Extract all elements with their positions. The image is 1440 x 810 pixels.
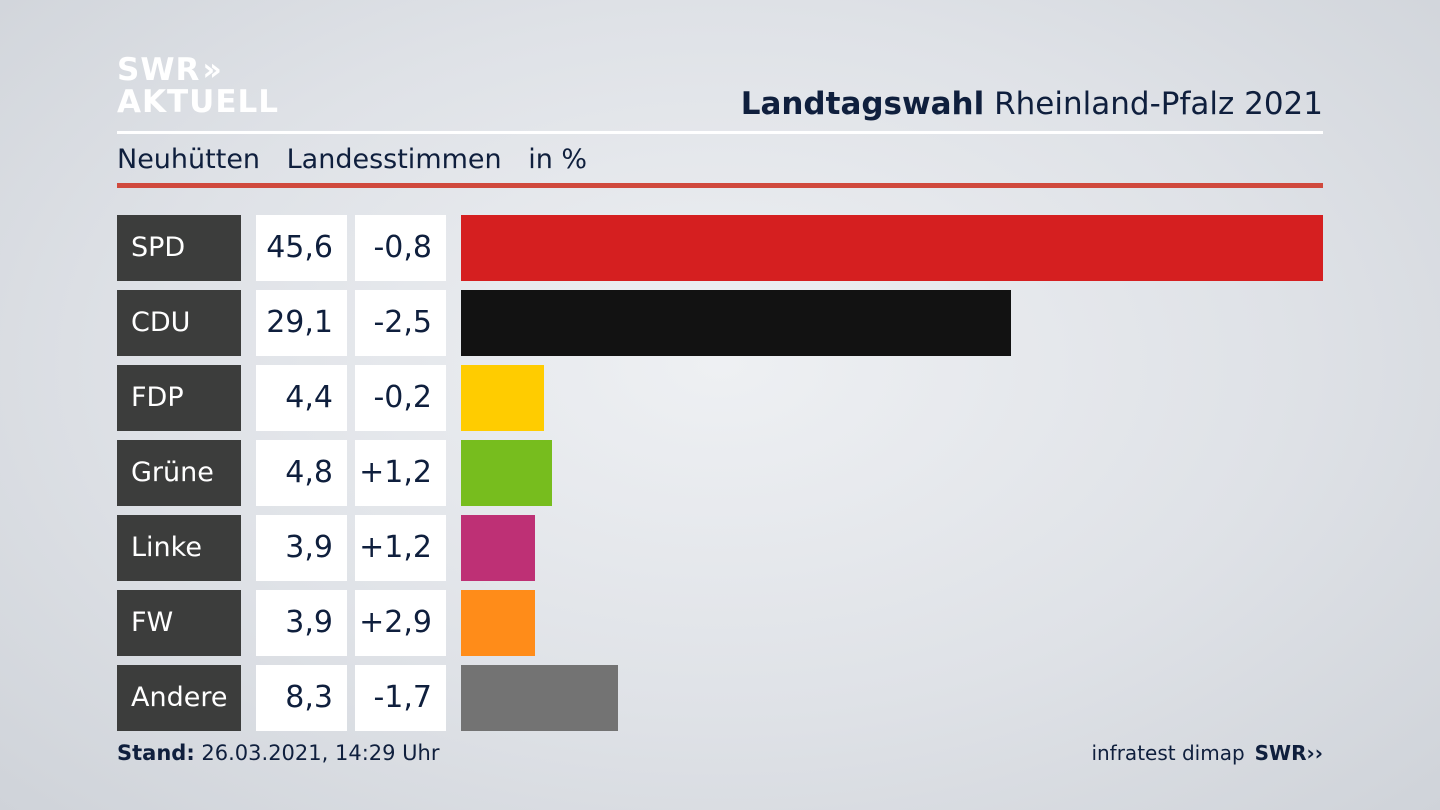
bar (461, 365, 544, 431)
party-label: FDP (117, 365, 241, 431)
bar (461, 215, 1323, 281)
value-label: 45,6 (256, 215, 347, 281)
timestamp: Stand: 26.03.2021, 14:29 Uhr (117, 741, 440, 765)
party-label: SPD (117, 215, 241, 281)
bar (461, 665, 618, 731)
party-label: Grüne (117, 440, 241, 506)
value-label: 4,8 (256, 440, 347, 506)
subtitle-unit: in % (528, 144, 588, 175)
bar (461, 515, 535, 581)
subtitle-type: Landesstimmen (286, 144, 502, 175)
chart-title: Landtagswahl Rheinland-Pfalz 2021 (741, 86, 1323, 122)
party-label: Andere (117, 665, 241, 731)
logo-line1: SWR (117, 52, 201, 88)
value-label: 4,4 (256, 365, 347, 431)
logo-arrows: ›› (202, 52, 221, 88)
change-label: +2,9 (355, 590, 446, 656)
party-label: CDU (117, 290, 241, 356)
title-rest: Rheinland-Pfalz 2021 (984, 86, 1323, 122)
subtitle-place: Neuhütten (117, 144, 261, 175)
header-divider (117, 131, 1323, 134)
swr-brand: SWR (1254, 741, 1307, 765)
value-label: 8,3 (256, 665, 347, 731)
change-label: +1,2 (355, 440, 446, 506)
value-label: 3,9 (256, 515, 347, 581)
subtitle-divider (117, 183, 1323, 188)
stand-label: Stand: (117, 741, 195, 765)
value-label: 29,1 (256, 290, 347, 356)
source-credit: infratest dimap SWR›› (1091, 741, 1323, 765)
change-label: -0,8 (355, 215, 446, 281)
party-label: FW (117, 590, 241, 656)
chart-subtitle: Neuhütten Landesstimmen in % (117, 144, 605, 175)
bar (461, 440, 552, 506)
change-label: -1,7 (355, 665, 446, 731)
change-label: -0,2 (355, 365, 446, 431)
value-label: 3,9 (256, 590, 347, 656)
party-label: Linke (117, 515, 241, 581)
bar (461, 590, 535, 656)
swr-aktuell-logo: SWR›› AKTUELL (117, 54, 279, 118)
title-bold: Landtagswahl (740, 86, 985, 122)
change-label: -2,5 (355, 290, 446, 356)
change-label: +1,2 (355, 515, 446, 581)
source-text: infratest dimap (1091, 741, 1245, 765)
swr-footer-logo: SWR›› (1255, 741, 1323, 765)
logo-line2: AKTUELL (117, 84, 280, 120)
stand-value: 26.03.2021, 14:29 Uhr (194, 741, 440, 765)
swr-brand-arrows: ›› (1306, 741, 1323, 765)
bar (461, 290, 1011, 356)
